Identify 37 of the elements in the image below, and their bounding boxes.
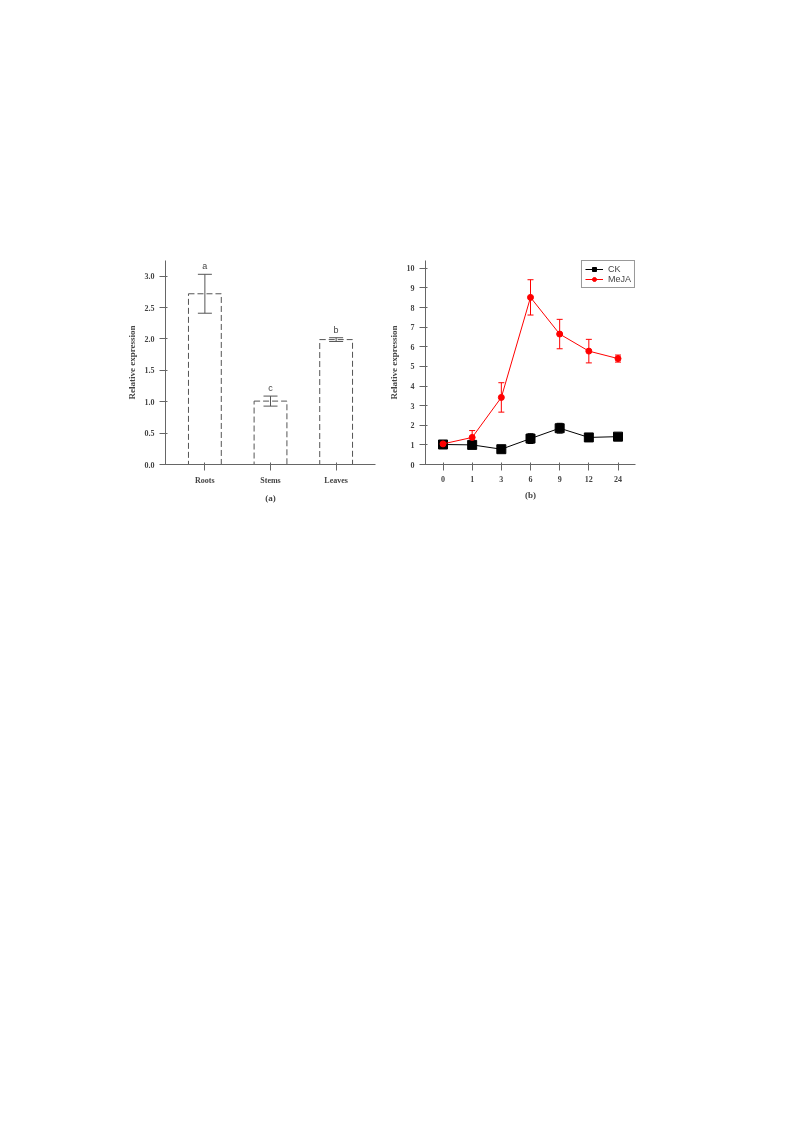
y-tick-label: 8 xyxy=(410,303,415,313)
y-tick-label: 5 xyxy=(410,362,415,372)
y-tick-label: 3.0 xyxy=(144,272,155,282)
y-tick-label: 7 xyxy=(410,323,415,333)
y-tick-label: 3 xyxy=(410,401,415,411)
x-tick-label: Stems xyxy=(260,475,281,485)
x-tick-label: 24 xyxy=(614,474,622,484)
y-tick-label: 2 xyxy=(410,421,415,431)
y-tick-label: 4 xyxy=(410,382,415,392)
y-tick-label: 1 xyxy=(410,440,415,450)
y-tick-label: 0.0 xyxy=(144,460,155,470)
x-tick-label: 6 xyxy=(528,474,533,484)
y-tick-label: 1.0 xyxy=(144,397,155,407)
x-tick-label: Roots xyxy=(195,475,215,485)
x-tick-label: 0 xyxy=(441,474,445,484)
x-tick-label: Leaves xyxy=(324,475,348,485)
y-tick-label: 2.0 xyxy=(144,334,155,344)
y-tick-label: 0.5 xyxy=(144,429,155,439)
x-tick-label: 12 xyxy=(584,474,593,484)
y-axis-title: Relative expression xyxy=(126,325,137,400)
legend-label: CK xyxy=(607,264,622,274)
x-axis-title: (a) xyxy=(265,492,276,503)
y-axis-title: Relative expression xyxy=(388,325,399,400)
y-tick-label: 10 xyxy=(406,264,415,274)
y-tick-label: 2.5 xyxy=(144,303,155,313)
annotation: c xyxy=(268,383,274,394)
y-tick-label: 9 xyxy=(410,283,415,293)
x-tick-label: 3 xyxy=(499,474,504,484)
y-tick-label: 1.5 xyxy=(144,366,155,376)
annotation: b xyxy=(333,324,339,335)
y-tick-label: 6 xyxy=(410,342,415,352)
x-tick-label: 9 xyxy=(557,474,562,484)
x-tick-label: 1 xyxy=(470,474,475,484)
y-tick-label: 0 xyxy=(410,460,415,470)
x-axis-title: (b) xyxy=(525,489,536,500)
annotation: a xyxy=(202,261,208,272)
legend-label: MeJA xyxy=(607,274,631,284)
